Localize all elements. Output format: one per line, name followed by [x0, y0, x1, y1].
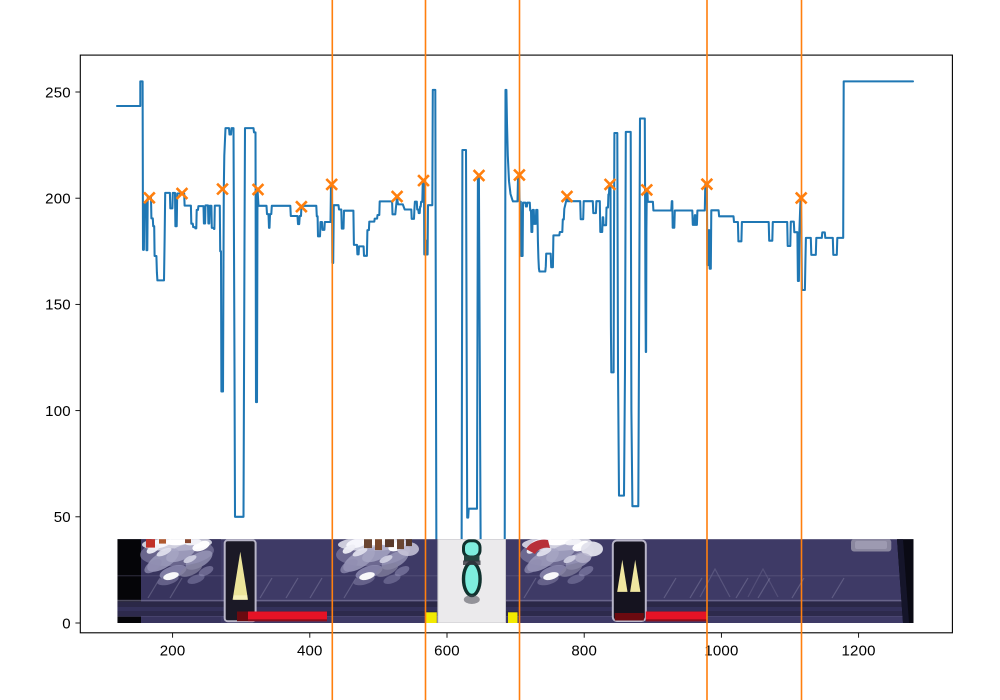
svg-text:250: 250: [45, 84, 71, 101]
svg-text:600: 600: [434, 642, 460, 659]
svg-text:0: 0: [62, 615, 71, 632]
svg-text:150: 150: [45, 297, 71, 314]
svg-text:200: 200: [45, 191, 71, 208]
svg-text:800: 800: [571, 642, 597, 659]
svg-text:200: 200: [160, 642, 186, 659]
svg-text:400: 400: [297, 642, 323, 659]
svg-text:1000: 1000: [704, 642, 738, 659]
svg-text:50: 50: [54, 509, 71, 526]
svg-text:100: 100: [45, 403, 71, 420]
svg-text:1200: 1200: [842, 642, 876, 659]
